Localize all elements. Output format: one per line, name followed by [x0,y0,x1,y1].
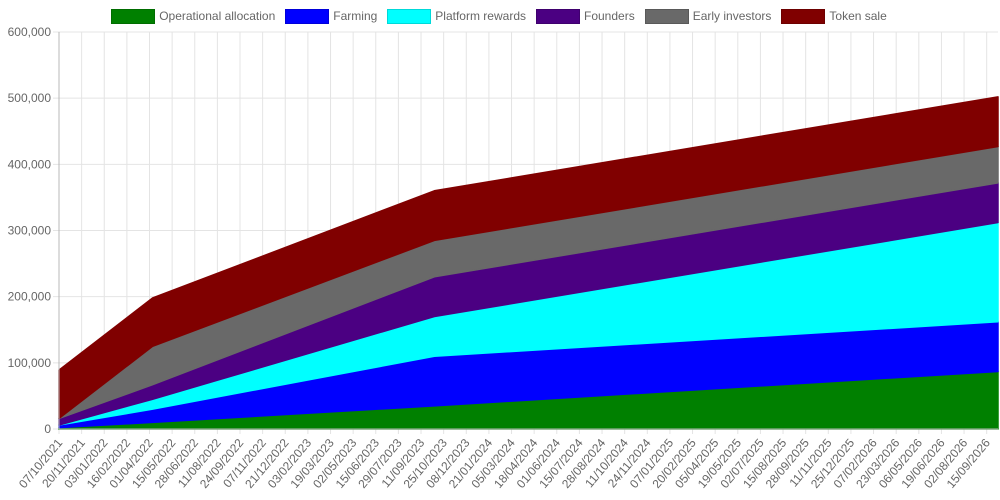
legend: Operational allocation Farming Platform re… [0,6,1000,26]
y-tick-label: 300,000 [8,224,52,238]
plot-areas [58,96,999,430]
legend-swatch [387,8,432,24]
y-tick-label: 400,000 [8,157,52,171]
legend-item-token-sale[interactable]: Token sale [781,8,887,24]
legend-label: Operational allocation [159,9,276,23]
legend-item-founders[interactable]: Founders [536,8,635,24]
legend-item-farming[interactable]: Farming [285,8,378,24]
legend-swatch [285,8,330,24]
legend-swatch [111,8,156,24]
legend-label: Farming [333,9,378,23]
legend-label: Token sale [829,9,887,23]
legend-label: Early investors [692,9,772,23]
legend-swatch [536,8,580,24]
legend-label: Founders [584,9,635,23]
legend-swatch [781,8,826,24]
axes: 0 100,000 200,000 300,000 400,000 500,000 600,… [8,25,998,491]
legend-item-operational-allocation[interactable]: Operational allocation [111,8,276,24]
y-tick-label: 200,000 [8,290,52,304]
area-token-sale [58,96,999,420]
y-tick-label: 500,000 [8,91,52,105]
legend-item-early-investors[interactable]: Early investors [644,8,772,24]
legend-label: Platform rewards [435,9,526,23]
legend-swatch [644,8,689,24]
y-tick-label: 100,000 [8,356,52,370]
y-tick-label: 600,000 [8,25,52,39]
legend-item-platform-rewards[interactable]: Platform rewards [387,8,526,24]
y-tick-label: 0 [44,422,51,436]
